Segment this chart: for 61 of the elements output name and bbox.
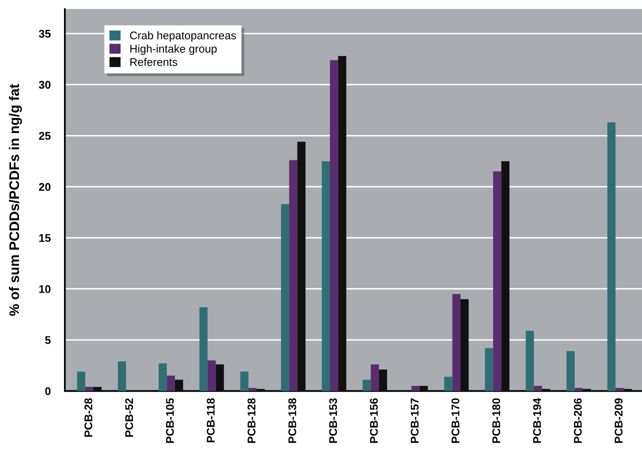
legend-label: High-intake group bbox=[130, 44, 217, 55]
bar bbox=[174, 380, 184, 391]
bar bbox=[484, 348, 494, 391]
y-tick-label: 15 bbox=[39, 234, 51, 242]
x-tick-label: PCB-156 bbox=[370, 398, 378, 443]
bar bbox=[240, 372, 248, 391]
bar bbox=[378, 370, 388, 391]
legend-label: Crab hepatopancreas bbox=[130, 31, 236, 42]
bar bbox=[199, 307, 208, 391]
x-tick-label: PCB-28 bbox=[84, 398, 92, 437]
bar bbox=[322, 161, 330, 391]
x-tick-label: PCB-206 bbox=[574, 398, 582, 443]
x-tick-label: PCB-138 bbox=[288, 398, 296, 443]
bar bbox=[158, 363, 167, 391]
bar bbox=[566, 351, 575, 391]
bar bbox=[615, 388, 624, 391]
x-tick-label: PCB-52 bbox=[125, 398, 134, 437]
y-tick-label: 30 bbox=[38, 80, 50, 89]
x-tick-label: PCB-170 bbox=[452, 398, 460, 443]
y-tick-label: 5 bbox=[45, 336, 51, 344]
y-tick-label: 20 bbox=[38, 183, 50, 191]
bar bbox=[118, 361, 126, 391]
bar bbox=[216, 364, 224, 391]
bar bbox=[534, 386, 542, 391]
y-axis-title: % of sum PCDDs/PCDFs in ng/g fat bbox=[8, 84, 22, 316]
x-tick-label: PCB-128 bbox=[248, 398, 256, 443]
y-tick-label: 0 bbox=[45, 387, 50, 396]
bar bbox=[370, 364, 379, 391]
x-tick-label: PCB-209 bbox=[614, 398, 623, 443]
bar bbox=[460, 299, 469, 391]
bar bbox=[452, 294, 460, 391]
y-tick-label: 35 bbox=[38, 30, 51, 38]
bar bbox=[338, 56, 346, 391]
x-tick-label: PCB-157 bbox=[410, 398, 419, 443]
bar bbox=[362, 380, 371, 391]
bar bbox=[77, 372, 86, 391]
bar bbox=[166, 376, 175, 391]
y-tick-label: 10 bbox=[39, 285, 50, 293]
bar bbox=[607, 122, 616, 391]
legend-label: Referents bbox=[130, 58, 178, 66]
bar bbox=[330, 60, 338, 391]
bar bbox=[501, 161, 510, 391]
bar bbox=[85, 386, 94, 391]
y-tick-label: 25 bbox=[38, 132, 51, 140]
bar bbox=[248, 388, 257, 391]
bar bbox=[444, 376, 452, 391]
bar bbox=[281, 204, 290, 391]
x-tick-label: PCB-194 bbox=[533, 398, 541, 443]
bar bbox=[297, 142, 306, 391]
x-tick-label: PCB-153 bbox=[329, 398, 338, 443]
bar bbox=[412, 386, 420, 391]
bar bbox=[289, 160, 298, 391]
bar bbox=[93, 386, 102, 391]
x-tick-label: PCB-105 bbox=[166, 398, 174, 443]
x-tick-label: PCB-118 bbox=[206, 398, 215, 442]
bar bbox=[526, 330, 534, 391]
bar bbox=[420, 386, 428, 391]
x-tick-label: PCB-180 bbox=[492, 398, 500, 443]
bar bbox=[493, 171, 502, 391]
bar bbox=[208, 360, 216, 391]
bar bbox=[574, 388, 583, 391]
